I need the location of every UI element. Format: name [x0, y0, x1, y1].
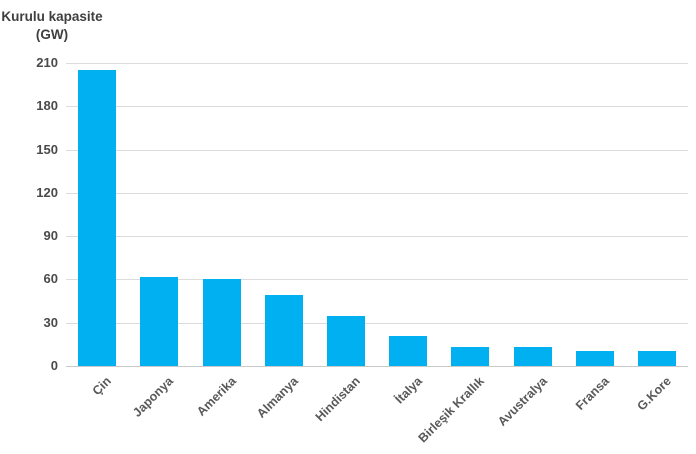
bar-amerika: [202, 278, 241, 366]
y-axis-tick-label: 60: [43, 271, 58, 287]
y-axis-tick-label: 0: [50, 358, 58, 373]
y-axis-tick-label: 150: [36, 141, 58, 157]
bar-fransa: [575, 350, 614, 366]
x-axis-label: Amerika: [193, 374, 239, 419]
y-axis-tick-label: 180: [36, 98, 58, 114]
gridline: [66, 192, 688, 194]
y-axis-tick-label: 210: [36, 55, 58, 70]
bar-hindistan: [326, 315, 365, 366]
x-axis-label: Avustralya: [494, 374, 550, 429]
x-axis-label: Japonya: [130, 374, 177, 420]
y-axis-title-line2: (GW): [35, 26, 69, 42]
bar-almanya: [264, 295, 303, 366]
y-axis-tick-label: 90: [43, 228, 58, 244]
gridline: [66, 236, 688, 238]
y-axis-title: Kurulu kapasite (GW): [0, 8, 104, 43]
x-axis-label: Almanya: [253, 374, 301, 421]
gridline: [66, 322, 688, 324]
x-axis-label: Birleşik Krallık: [415, 374, 488, 446]
x-axis-label: Hindistan: [312, 374, 363, 425]
y-axis-title-line1: Kurulu kapasite: [1, 9, 103, 24]
bar-i-talya: [389, 335, 428, 366]
x-axis-label: G.Kore: [634, 374, 674, 414]
bar-japonya: [140, 276, 179, 366]
y-axis-tick-label: 30: [43, 314, 58, 330]
gridline: [66, 149, 688, 151]
y-axis-tick-label: 120: [36, 184, 58, 200]
x-axis-line: [66, 366, 688, 367]
gridline: [66, 106, 688, 108]
bar--in: [78, 70, 117, 366]
bar-g-kore: [637, 350, 676, 366]
x-axis-label: Çin: [89, 374, 114, 399]
gridline: [66, 63, 688, 64]
x-axis-label: İtalya: [392, 374, 425, 407]
x-axis-label: Fransa: [572, 374, 612, 413]
bar-avustralya: [513, 347, 552, 366]
bar-birle-ik-krall-k: [451, 346, 490, 366]
plot-area: [66, 63, 688, 367]
gridline: [66, 279, 688, 281]
